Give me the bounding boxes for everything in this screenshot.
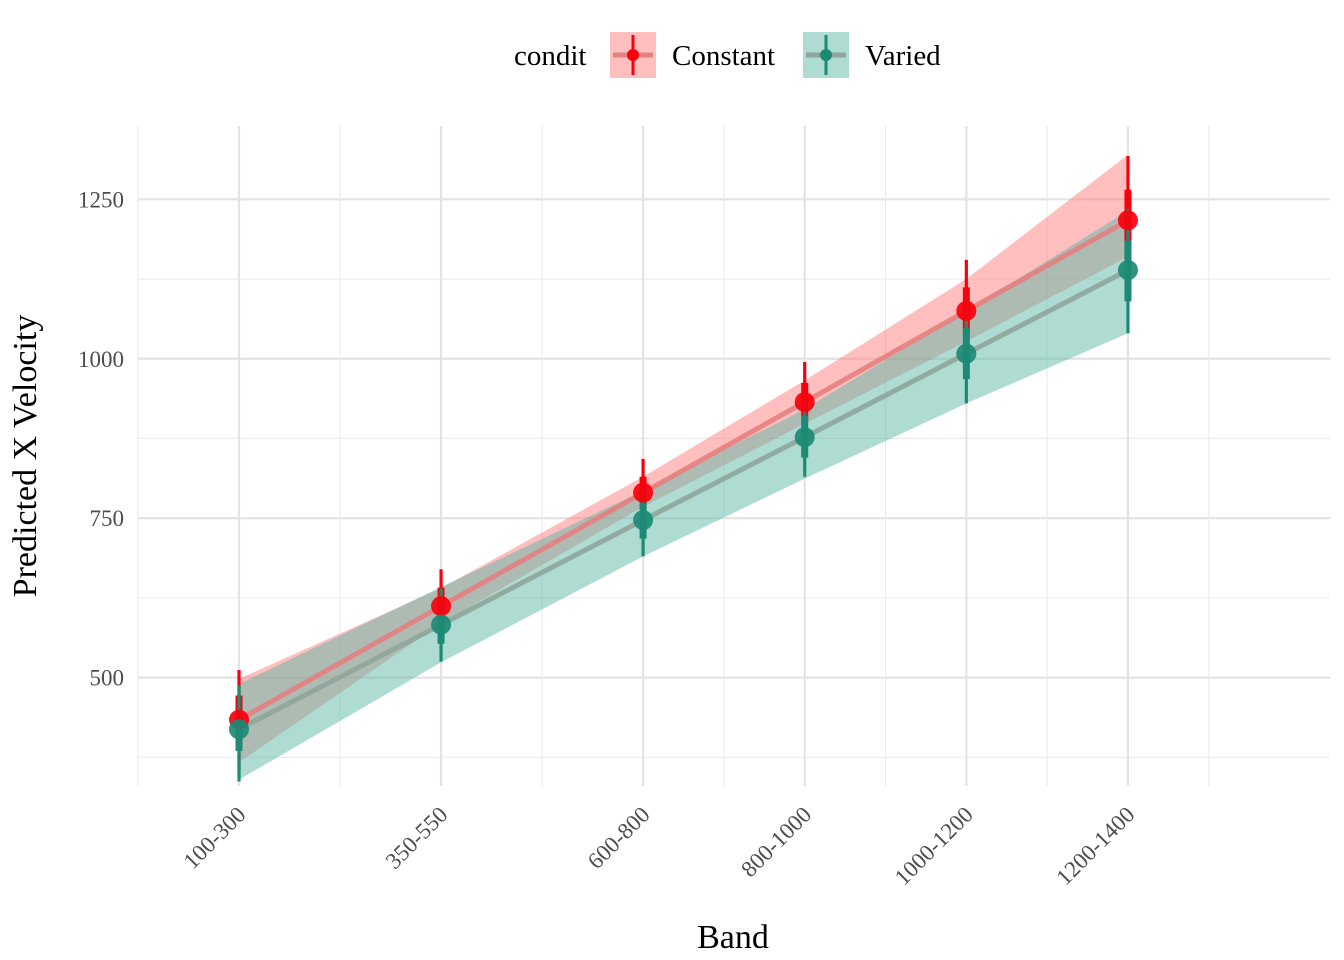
legend-label: Constant <box>672 40 775 72</box>
point-constant <box>956 300 977 321</box>
x-tick-label: 100-300 <box>179 802 251 874</box>
ribbon-varied <box>239 210 1128 780</box>
point-constant <box>794 392 815 413</box>
line-varied <box>237 267 1130 732</box>
x-tick-label: 350-550 <box>381 802 453 874</box>
x-axis-ticks: 100-300 350-550 600-800 800-1000 1000-1200 12… <box>179 802 1140 890</box>
x-axis-title: Band <box>697 919 769 956</box>
point-constant <box>1117 210 1138 231</box>
line-constant <box>237 218 1130 722</box>
y-tick-label: 500 <box>90 666 125 691</box>
point-constant <box>431 596 452 617</box>
x-tick-label: 600-800 <box>583 802 655 874</box>
point-varied <box>794 427 815 448</box>
legend-title: condit <box>514 40 587 72</box>
point-varied <box>956 343 977 364</box>
y-tick-label: 1250 <box>78 187 124 212</box>
series-lines <box>237 218 1130 732</box>
point-varied <box>633 510 654 531</box>
y-tick-label: 750 <box>90 506 125 531</box>
data-points <box>229 210 1138 740</box>
point-varied <box>229 719 250 740</box>
point-varied <box>1117 260 1138 281</box>
legend-key-point <box>627 49 639 61</box>
y-axis-ticks: 500 750 1000 1250 <box>78 187 124 690</box>
x-tick-label: 1200-1400 <box>1051 802 1139 890</box>
x-tick-label: 800-1000 <box>736 802 816 882</box>
legend: condit Constant Varied <box>514 32 941 78</box>
legend-key-point <box>820 49 832 61</box>
grid <box>137 126 1330 786</box>
y-tick-label: 1000 <box>78 347 124 372</box>
point-constant <box>633 482 654 503</box>
x-tick-label: 1000-1200 <box>890 802 978 890</box>
legend-item-constant: Constant <box>610 32 775 78</box>
legend-label: Varied <box>865 40 941 72</box>
confidence-ribbons <box>239 154 1128 780</box>
legend-item-varied: Varied <box>803 32 941 78</box>
point-varied <box>431 614 452 635</box>
y-axis-title: Predicted X Velocity <box>7 315 44 598</box>
